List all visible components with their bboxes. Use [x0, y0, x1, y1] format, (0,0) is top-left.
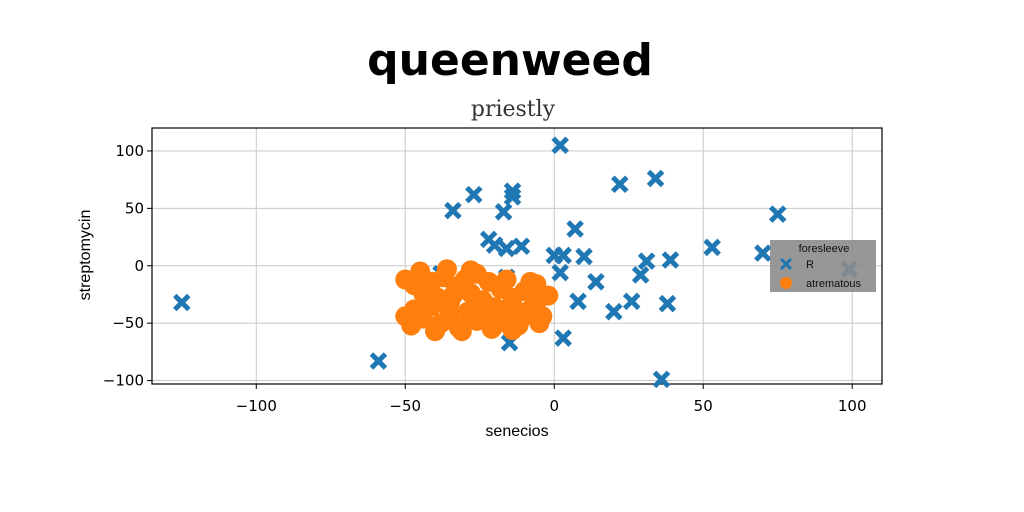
data-point-atrematous — [508, 315, 529, 336]
data-point-atrematous — [401, 315, 422, 336]
data-point-atrematous — [460, 260, 481, 281]
y-tick-label: 50 — [125, 199, 144, 217]
legend: foresleeve R atrematous — [770, 240, 876, 292]
y-tick-label: 100 — [115, 142, 144, 160]
x-tick-label: −100 — [236, 397, 277, 415]
x-tick-label: 0 — [549, 397, 559, 415]
x-tick-label: −50 — [389, 397, 421, 415]
data-point-R — [173, 293, 191, 312]
data-point-R — [611, 175, 629, 194]
data-point-atrematous — [451, 321, 472, 342]
data-point-R — [754, 244, 772, 262]
data-point-R — [703, 238, 721, 257]
data-point-R — [554, 329, 572, 347]
data-point-atrematous — [469, 306, 490, 327]
data-point-atrematous — [496, 269, 517, 290]
data-point-atrematous — [436, 259, 457, 280]
x-tick-label: 50 — [694, 397, 713, 415]
chart-title: queenweed — [367, 35, 653, 86]
legend-marker-R — [779, 257, 793, 271]
data-point-R — [551, 136, 569, 154]
y-tick-label: −50 — [112, 314, 144, 332]
data-point-atrematous — [416, 290, 437, 311]
data-point-R — [652, 370, 671, 389]
data-point-R — [485, 236, 504, 254]
legend-label-atrematous: atrematous — [806, 278, 862, 290]
x-axis-label: senecios — [485, 423, 548, 440]
x-tick-label: 100 — [838, 397, 867, 415]
data-point-R — [631, 266, 650, 284]
legend-marker-atrematous — [780, 277, 792, 289]
legend-title: foresleeve — [799, 243, 850, 255]
data-point-R — [554, 246, 572, 265]
data-point-atrematous — [481, 318, 502, 339]
data-point-R — [605, 302, 623, 321]
data-point-R — [768, 205, 787, 223]
data-point-R — [575, 247, 593, 266]
legend-x-glyph — [779, 257, 793, 271]
data-point-R — [369, 352, 388, 370]
plot-area: −100 −50 0 50 100 −100 −50 0 50 100 — [103, 127, 883, 415]
data-point-R — [503, 182, 522, 200]
data-point-R — [661, 251, 680, 269]
data-point-R — [566, 220, 584, 238]
data-point-atrematous — [529, 313, 550, 334]
chart-subtitle: priestly — [471, 97, 556, 122]
data-point-atrematous — [526, 274, 547, 295]
legend-label-R: R — [806, 259, 814, 271]
data-point-R — [587, 273, 605, 291]
data-point-R — [646, 169, 665, 188]
data-point-R — [465, 185, 483, 204]
data-point-R — [503, 188, 522, 206]
data-point-R — [444, 201, 462, 220]
data-point-R — [512, 237, 531, 256]
data-point-R — [569, 292, 587, 311]
y-axis-label: streptomycin — [77, 210, 94, 301]
data-point-R — [637, 252, 656, 270]
data-point-atrematous — [425, 321, 446, 342]
y-tick-label: 0 — [134, 257, 144, 275]
data-point-atrematous — [499, 297, 520, 318]
data-point-R — [658, 294, 677, 313]
data-point-atrematous — [410, 261, 431, 282]
plot-frame — [151, 127, 883, 385]
data-point-R — [497, 239, 516, 258]
y-tick-label: −100 — [103, 372, 144, 390]
data-point-R — [551, 263, 569, 282]
data-point-R — [622, 292, 641, 311]
data-point-atrematous — [442, 285, 463, 306]
data-point-R — [494, 203, 513, 221]
